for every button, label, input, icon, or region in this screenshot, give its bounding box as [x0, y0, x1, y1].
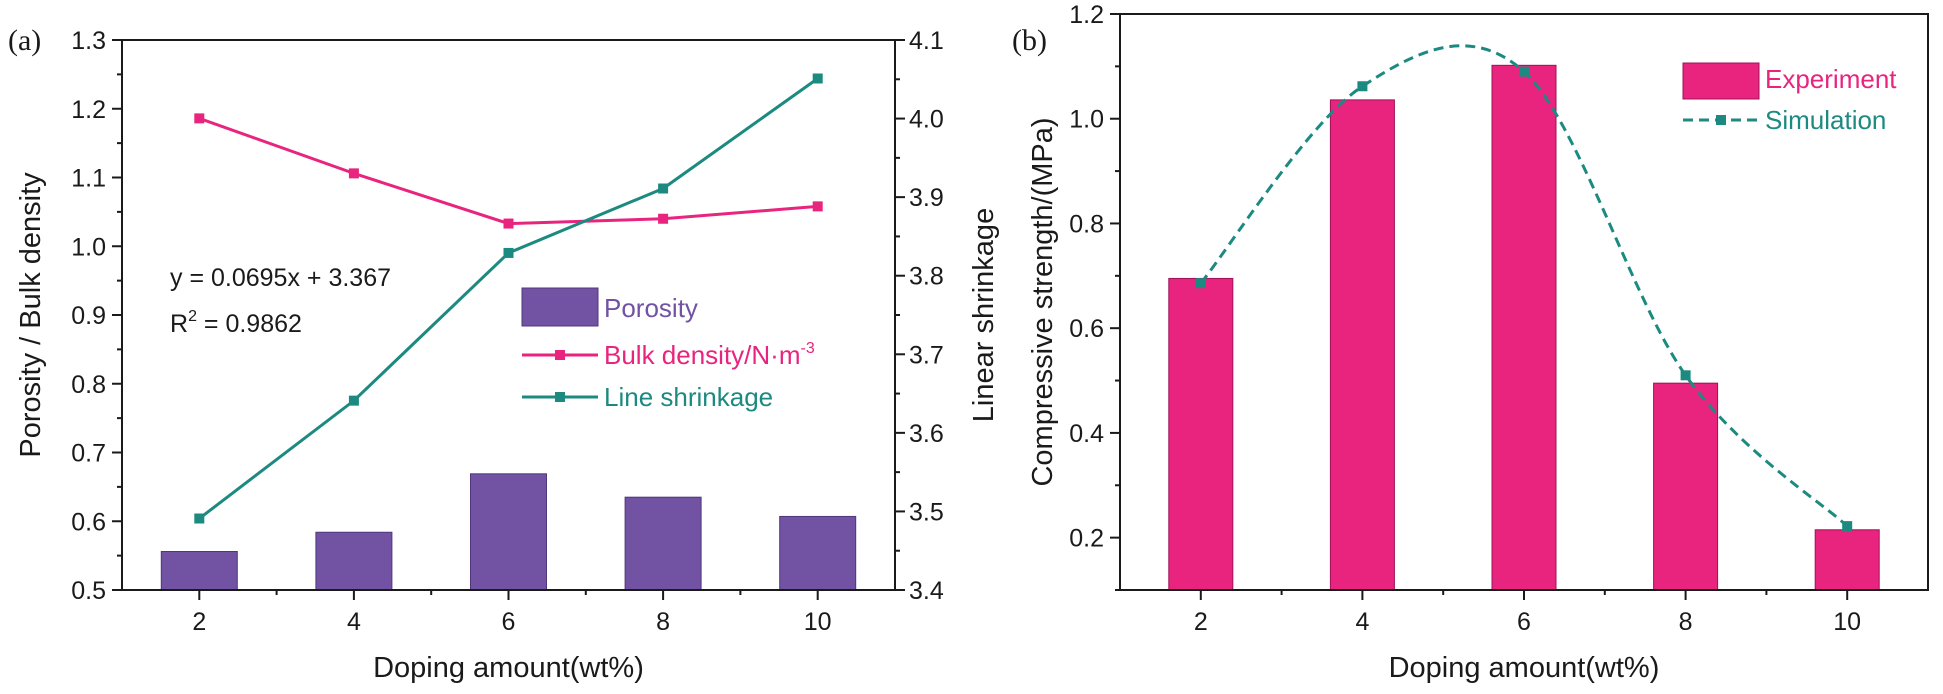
y2-tick-label: 4.0 [909, 106, 944, 134]
legend-line-shrinkage-label: Line shrinkage [604, 382, 773, 412]
bulk-density-point [503, 218, 514, 229]
legend-bulk-density-text: Bulk density/N·m [604, 340, 801, 370]
x-tick-label: 6 [502, 608, 516, 636]
experiment-bar [1168, 277, 1234, 591]
experiment-bar [1491, 64, 1557, 591]
line-shrinkage-point [503, 247, 514, 258]
porosity-bar [624, 496, 702, 591]
bulk-density-point [194, 113, 205, 124]
y2-tick-label: 3.7 [909, 341, 944, 369]
legend-porosity-label: Porosity [604, 293, 698, 323]
panel-a-y2-ticks: 3.4 3.5 3.6 3.7 3.8 3.9 4.0 4.1 [895, 27, 944, 605]
panel-a-x-axis-title: Doping amount(wt%) [373, 652, 644, 684]
line-shrinkage-line [198, 77, 819, 520]
r-squared-prefix: R [170, 310, 188, 338]
experiment-bars [1168, 64, 1880, 591]
legend-bulk-density-sup: -3 [801, 340, 815, 357]
simulation-point [1195, 278, 1206, 289]
y-tick-label: 0.8 [1069, 210, 1104, 238]
legend-experiment-swatch [1682, 62, 1760, 100]
panel-a-y-ticks: 0.5 0.6 0.7 0.8 0.9 1.0 1.1 1.2 1.3 [71, 27, 122, 605]
experiment-bar [1814, 529, 1880, 591]
y-tick-label: 0.6 [1069, 315, 1104, 343]
simulation-point [1680, 370, 1691, 381]
bulk-density-point [812, 201, 823, 212]
panel-b-y-ticks: 0.2 0.4 0.6 0.8 1.0 1.2 [1069, 1, 1120, 591]
y-tick-label: 1.3 [71, 27, 106, 55]
bulk-density-line [198, 116, 818, 226]
line-shrinkage-point [194, 513, 205, 524]
y-tick-label: 1.0 [71, 233, 106, 261]
y-tick-label: 0.2 [1069, 525, 1104, 553]
bulk-density-point [658, 213, 669, 224]
panel-a-legend: Porosity Bulk density/N·m-3 Line shrinka… [521, 287, 815, 412]
panel-b-legend: Experiment Simulation [1682, 62, 1897, 135]
line-shrinkage-point [658, 183, 669, 194]
x-tick-label: 8 [1679, 608, 1693, 636]
x-tick-label: 10 [804, 608, 832, 636]
x-tick-label: 4 [347, 608, 361, 636]
y-tick-label: 1.2 [1069, 1, 1104, 29]
porosity-bars [160, 473, 857, 591]
y-tick-label: 0.9 [71, 302, 106, 330]
experiment-bar [1653, 382, 1719, 591]
panel-a-y2-axis-title: Linear shrinkage [968, 208, 1000, 422]
y-tick-label: 1.1 [71, 165, 106, 193]
simulation-point [1842, 521, 1853, 532]
legend-simulation-marker [1716, 115, 1726, 125]
y2-tick-label: 3.4 [909, 577, 944, 605]
y-tick-label: 1.0 [1069, 106, 1104, 134]
y-tick-label: 0.7 [71, 440, 106, 468]
bulk-density-point [348, 168, 359, 179]
panel-b-x-ticks: 2 4 6 8 10 [1194, 590, 1861, 636]
simulation-series [1195, 44, 1853, 532]
panel-a-label: (a) [8, 24, 41, 57]
x-tick-label: 8 [656, 608, 670, 636]
x-tick-label: 10 [1833, 608, 1861, 636]
line-shrinkage-point [348, 395, 359, 406]
r-squared-value: = 0.9862 [197, 310, 302, 338]
y-tick-label: 0.6 [71, 508, 106, 536]
line-series [194, 73, 823, 524]
x-tick-label: 2 [1194, 608, 1208, 636]
x-tick-label: 6 [1517, 608, 1531, 636]
x-tick-label: 4 [1355, 608, 1369, 636]
panel-a: (a) 2 4 6 8 10 0.5 0.6 0.7 0.8 0.9 1.0 1.1 1.2 1.3 3… [8, 24, 1000, 684]
y-tick-label: 0.8 [71, 371, 106, 399]
panel-a-x-ticks: 2 4 6 8 10 [192, 590, 832, 636]
porosity-bar [160, 551, 238, 591]
y-tick-label: 1.2 [71, 96, 106, 124]
panel-b-x-axis-title: Doping amount(wt%) [1389, 652, 1660, 684]
legend-line-shrinkage-marker [555, 392, 565, 402]
y-tick-label: 0.4 [1069, 420, 1104, 448]
legend-bulk-density-label: Bulk density/N·m-3 [604, 340, 815, 370]
r-squared-sup: 2 [188, 308, 197, 325]
simulation-point [1519, 66, 1529, 77]
porosity-bar [315, 531, 393, 591]
y-tick-label: 0.5 [71, 577, 106, 605]
simulation-point [1357, 81, 1368, 92]
y2-tick-label: 3.8 [909, 263, 944, 291]
panel-b: (b) 2 4 6 8 10 0.2 0.4 0.6 0.8 1.0 1.2 Doping amo… [1012, 1, 1929, 684]
panel-b-y-axis-title: Compressive strength/(MPa) [1027, 117, 1059, 486]
porosity-bar [470, 473, 547, 591]
legend-simulation-label: Simulation [1765, 105, 1886, 135]
r-squared-text: R2 = 0.9862 [170, 308, 302, 338]
legend-experiment-label: Experiment [1765, 64, 1897, 94]
experiment-bar [1329, 99, 1395, 591]
y2-tick-label: 3.5 [909, 498, 944, 526]
legend-porosity-swatch [521, 287, 599, 327]
regression-equation: y = 0.0695x + 3.367 [170, 264, 391, 292]
panel-b-label: (b) [1012, 24, 1047, 57]
panel-a-y-axis-title: Porosity / Bulk density [15, 172, 47, 458]
x-tick-label: 2 [192, 608, 206, 636]
y2-tick-label: 3.6 [909, 420, 944, 448]
y2-tick-label: 3.9 [909, 184, 944, 212]
line-shrinkage-point [812, 73, 823, 84]
legend-bulk-density-marker [555, 350, 565, 360]
porosity-bar [779, 515, 857, 591]
y2-tick-label: 4.1 [909, 27, 944, 55]
